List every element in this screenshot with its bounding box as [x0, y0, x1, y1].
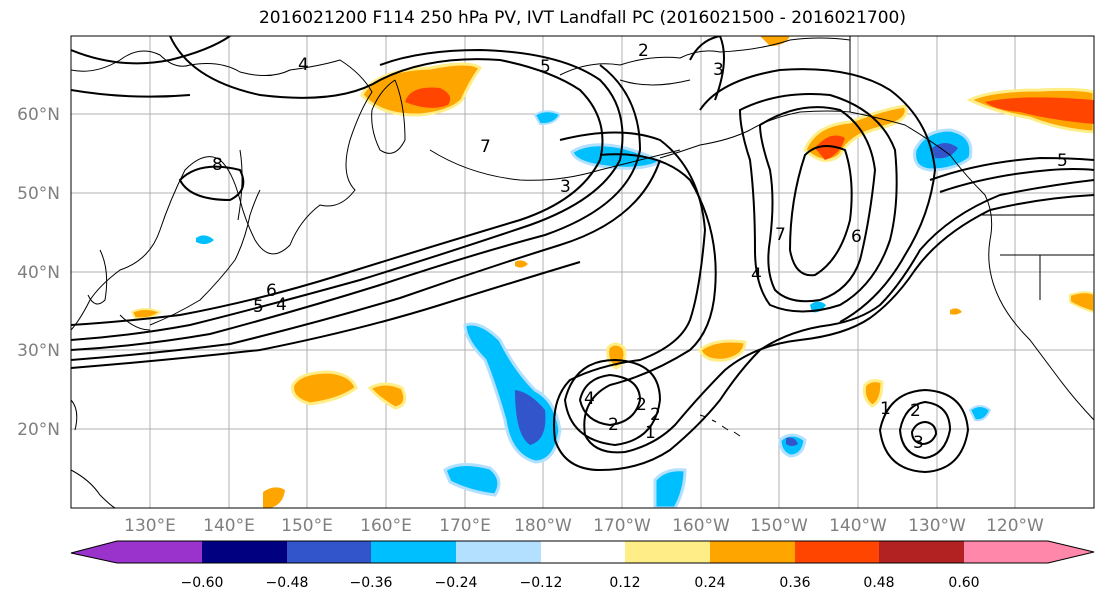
colorbar-segment — [541, 541, 625, 563]
colorbar-tick-label: 0.24 — [694, 575, 725, 591]
lon-label: 170°W — [593, 516, 651, 536]
gridlines — [71, 36, 1094, 508]
contour-label: 6 — [266, 281, 277, 301]
coastlines — [71, 36, 1094, 508]
colorbar-segment — [202, 541, 287, 563]
longitude-labels: 130°E 140°E 150°E 160°E 170°E 180°W 170°… — [124, 516, 1044, 536]
lon-label: 130°E — [124, 516, 176, 536]
colorbar-tick-label: 0.48 — [863, 575, 894, 591]
colorbar-segment — [371, 541, 456, 563]
contour-label: 2 — [638, 41, 649, 61]
colorbar-segment — [795, 541, 879, 563]
contour-label: 4 — [584, 389, 595, 409]
contour-label: 1 — [645, 423, 656, 443]
colorbar-extend-right — [964, 541, 1094, 563]
lon-label: 150°E — [281, 516, 333, 536]
contour-label: 3 — [560, 177, 571, 197]
contour-labels: 4 3 2 7 8 5 6 4 5 7 6 4 3 5 2 1 2 1 2 3 … — [212, 41, 1068, 453]
colorbar-tick-label: −0.24 — [435, 575, 478, 591]
contour-label: 4 — [276, 295, 287, 315]
contour-label: 7 — [480, 137, 491, 157]
contour-label: 2 — [910, 401, 921, 421]
lon-label: 160°E — [360, 516, 412, 536]
lat-label: 50°N — [17, 184, 60, 204]
contour-label: 2 — [636, 395, 647, 415]
lon-label: 140°E — [203, 516, 255, 536]
colorbar: −0.60 −0.48 −0.36 −0.24 −0.12 0.12 0.24 … — [70, 540, 1095, 591]
colorbar-segment — [879, 541, 964, 563]
map-title: 2016021200 F114 250 hPa PV, IVT Landfall… — [258, 8, 906, 28]
colorbar-segment — [456, 541, 541, 563]
colorbar-segment — [117, 541, 202, 563]
contour-label: 3 — [713, 60, 724, 80]
colorbar-tick-label: 0.36 — [779, 575, 810, 591]
lat-label: 40°N — [17, 263, 60, 283]
contour-label: 2 — [650, 405, 661, 425]
colorbar-tick-label: −0.60 — [181, 575, 224, 591]
colorbar-tick-label: −0.36 — [350, 575, 393, 591]
colorbar-tick-label: −0.12 — [520, 575, 563, 591]
colorbar-segment — [710, 541, 795, 563]
contour-label: 6 — [851, 227, 862, 247]
contour-label: 8 — [212, 155, 223, 175]
colorbar-segment — [625, 541, 710, 563]
colorbar-segment — [287, 541, 371, 563]
colorbar-tick-label: 0.12 — [609, 575, 640, 591]
lat-label: 60°N — [17, 105, 60, 125]
lon-label: 150°W — [750, 516, 808, 536]
lon-label: 180°W — [514, 516, 572, 536]
contour-label: 3 — [913, 433, 924, 453]
contour-label: 5 — [540, 57, 551, 77]
lat-label: 20°N — [17, 420, 60, 440]
colorbar-tick-label: 0.60 — [948, 575, 979, 591]
map-frame — [70, 35, 1095, 509]
contour-label: 2 — [608, 415, 619, 435]
contour-label: 1 — [880, 399, 891, 419]
pv-contours — [71, 36, 1094, 474]
contour-label: 5 — [253, 297, 264, 317]
contour-label: 4 — [298, 55, 309, 75]
contour-label: 7 — [775, 225, 786, 245]
lon-label: 130°W — [908, 516, 966, 536]
lon-label: 140°W — [829, 516, 887, 536]
lon-label: 120°W — [986, 516, 1044, 536]
lon-label: 170°E — [439, 516, 491, 536]
colorbar-extend-left — [71, 541, 117, 563]
latitude-labels: 60°N 50°N 40°N 30°N 20°N — [17, 105, 60, 440]
lon-label: 160°W — [672, 516, 730, 536]
contour-label: 4 — [751, 265, 762, 285]
contour-label: 5 — [1057, 151, 1068, 171]
lat-label: 30°N — [17, 341, 60, 361]
colorbar-tick-label: −0.48 — [266, 575, 309, 591]
